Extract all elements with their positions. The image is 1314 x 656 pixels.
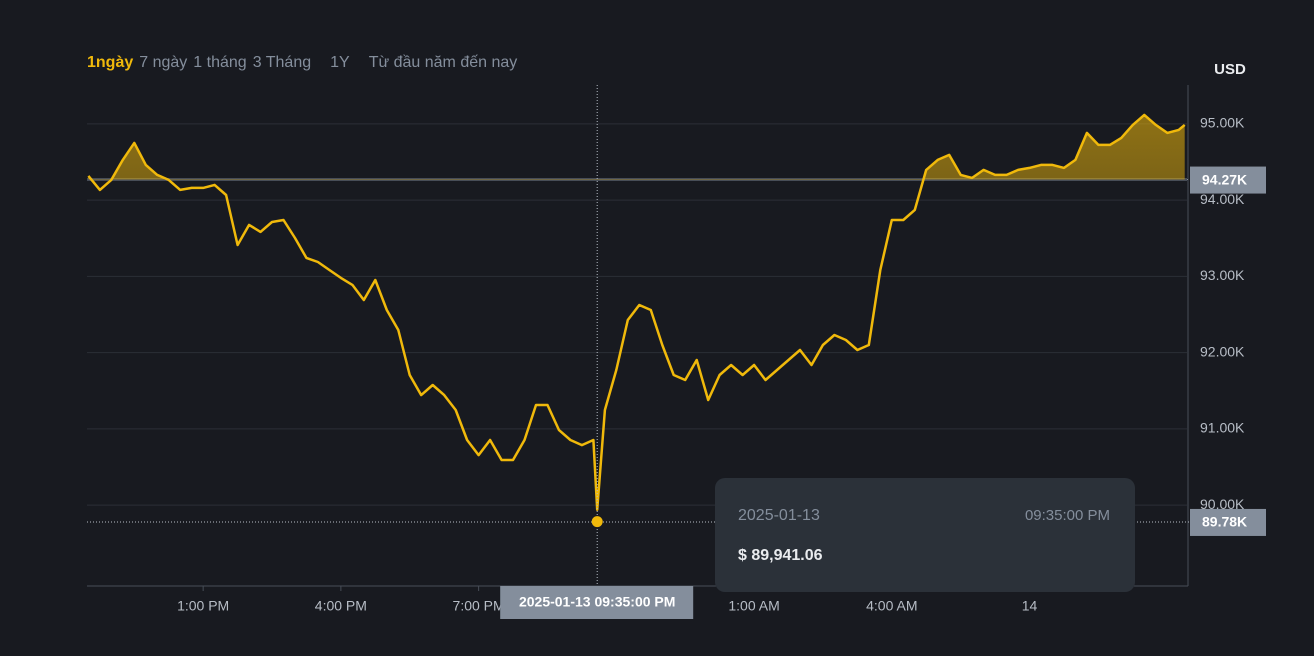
- y-tick-label: 93.00K: [1200, 267, 1245, 283]
- x-tick-label: 1:00 AM: [728, 598, 779, 614]
- y-tick-label: 95.00K: [1200, 115, 1245, 131]
- x-tick-label: 4:00 AM: [866, 598, 917, 614]
- tooltip: [715, 478, 1135, 592]
- price-tag-label: 89.78K: [1202, 514, 1247, 530]
- hover-point: [591, 516, 603, 528]
- price-tag: [1190, 166, 1266, 194]
- crosshair-label: 2025-01-13 09:35:00 PM: [519, 594, 675, 610]
- range-tab[interactable]: 7 ngày: [139, 54, 187, 71]
- tooltip-price: $ 89,941.06: [738, 547, 823, 564]
- range-tab[interactable]: 3 Tháng: [253, 54, 311, 71]
- price-tag: [1190, 508, 1266, 536]
- y-axis-label: USD: [1214, 61, 1246, 78]
- x-tick-label: 7:00 PM: [453, 598, 505, 614]
- y-tick-label: 90.00K: [1200, 496, 1245, 512]
- tooltip-date: 2025-01-13: [738, 507, 820, 524]
- range-tab[interactable]: 1ngày: [87, 54, 133, 71]
- x-tick-label: 14: [1022, 598, 1038, 614]
- range-tab[interactable]: 1 tháng: [193, 54, 246, 71]
- range-tab[interactable]: 1Y: [330, 54, 350, 71]
- crosshair-tag: [500, 586, 694, 619]
- x-tick-label: 1:00 PM: [177, 598, 229, 614]
- y-tick-label: 92.00K: [1200, 343, 1245, 359]
- range-tabs: 1ngày 7 ngày 1 tháng 3 Tháng 1Y Từ đầu năm đế…: [87, 54, 517, 71]
- y-tick-label: 94.00K: [1200, 191, 1245, 207]
- x-tick-label: 4:00 PM: [315, 598, 367, 614]
- range-tab[interactable]: Từ đầu năm đến nay: [369, 54, 518, 71]
- area-fill: [88, 114, 1185, 180]
- price-line: [87, 113, 1186, 511]
- tooltip-time: 09:35:00 PM: [1025, 507, 1110, 524]
- y-tick-label: 91.00K: [1200, 420, 1245, 436]
- price-tag-label: 94.27K: [1202, 171, 1247, 187]
